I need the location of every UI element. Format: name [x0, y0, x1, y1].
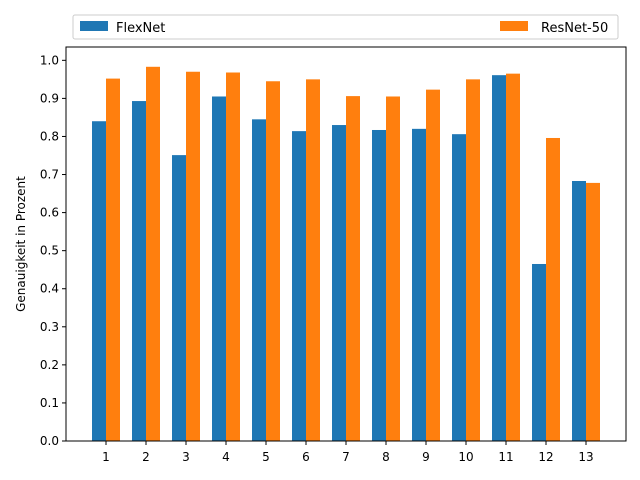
y-tick-label: 0.2: [40, 358, 59, 372]
x-tick-label: 12: [538, 450, 553, 464]
legend-label-flexnet: FlexNet: [116, 21, 165, 36]
legend-box: [72, 14, 619, 40]
bar-resnet50-8: [386, 96, 400, 442]
y-tick-label: 0.1: [40, 396, 59, 410]
bar-flexnet-12: [532, 263, 546, 441]
x-tick-label: 9: [422, 450, 430, 464]
y-axis-label: Genauigkeit in Prozent: [14, 176, 28, 312]
bar-resnet50-11: [506, 73, 520, 442]
bar-resnet50-1: [106, 78, 120, 442]
x-tick-label: 1: [102, 450, 110, 464]
bar-resnet50-5: [266, 81, 280, 442]
x-tick-label: 3: [182, 450, 190, 464]
x-tick-label: 7: [342, 450, 350, 464]
y-tick-label: 0.9: [40, 91, 59, 105]
y-tick-label: 1.0: [40, 53, 59, 67]
bar-flexnet-7: [332, 125, 346, 442]
bar-resnet50-6: [306, 79, 320, 442]
x-tick-label: 4: [222, 450, 230, 464]
bar-flexnet-9: [412, 128, 426, 442]
x-tick-label: 13: [578, 450, 593, 464]
x-tick-label: 8: [382, 450, 390, 464]
bar-flexnet-1: [92, 121, 106, 442]
x-tick-label: 11: [498, 450, 513, 464]
bar-resnet50-4: [226, 72, 240, 442]
x-tick-label: 5: [262, 450, 270, 464]
bar-resnet50-13: [586, 182, 600, 442]
y-tick-label: 0.5: [40, 244, 59, 258]
y-axis: 0.0 0.1 0.2 0.3 0.4 0.5 0.6 0.7 0.8 0.9 1.0: [40, 53, 66, 448]
y-tick-label: 0.3: [40, 320, 59, 334]
bar-resnet50-9: [426, 89, 440, 442]
bar-flexnet-5: [252, 119, 266, 442]
bar-flexnet-11: [492, 75, 506, 442]
bar-resnet50-12: [546, 137, 560, 442]
bar-flexnet-8: [372, 129, 386, 442]
bar-flexnet-2: [132, 101, 146, 442]
bar-flexnet-13: [572, 180, 586, 442]
bar-resnet50-10: [466, 79, 480, 442]
bar-flexnet-3: [172, 155, 186, 442]
y-tick-label: 0.6: [40, 206, 59, 220]
x-axis: 1 2 3 4 5 6 7 8 9 10 11 12 13: [102, 441, 594, 464]
x-tick-label: 2: [142, 450, 150, 464]
y-tick-label: 0.0: [40, 434, 59, 448]
bar-flexnet-6: [292, 131, 306, 442]
bar-resnet50-3: [186, 71, 200, 441]
bar-resnet50-2: [146, 66, 160, 441]
x-tick-label: 6: [302, 450, 310, 464]
legend-swatch-resnet50: [500, 21, 528, 31]
bar-flexnet-10: [452, 134, 466, 442]
legend: FlexNet ResNet-50: [72, 14, 619, 40]
y-tick-label: 0.7: [40, 168, 59, 182]
bar-resnet50-7: [346, 96, 360, 442]
y-tick-label: 0.8: [40, 129, 59, 143]
y-tick-label: 0.4: [40, 282, 59, 296]
legend-swatch-flexnet: [80, 21, 108, 31]
x-tick-label: 10: [458, 450, 473, 464]
bars-group: [92, 66, 600, 442]
bar-flexnet-4: [212, 96, 226, 442]
legend-label-resnet50: ResNet-50: [541, 21, 608, 36]
